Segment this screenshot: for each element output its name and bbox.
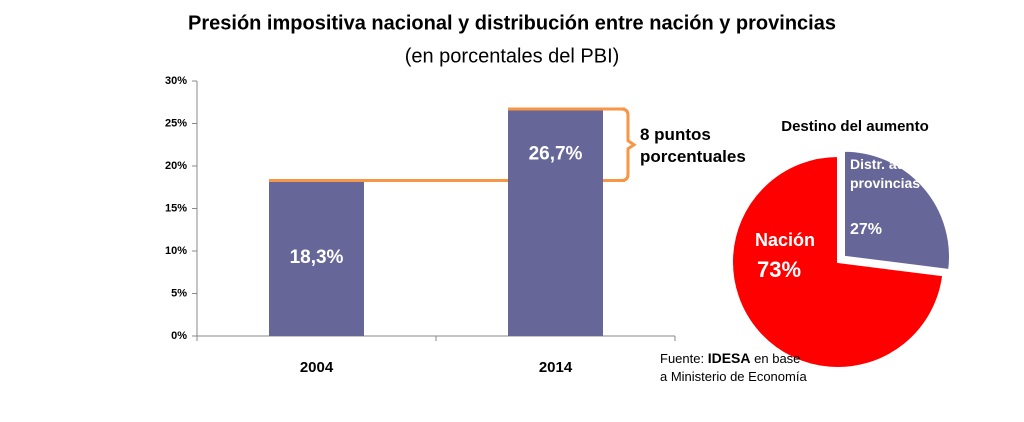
value-label: 26,7% xyxy=(529,143,583,164)
pie-slice xyxy=(843,149,951,272)
y-tick-label: 30% xyxy=(165,75,187,87)
pie-title: Destino del aumento xyxy=(781,118,929,135)
pie-label: Distr. autom. provincias xyxy=(850,156,935,191)
source-prefix: Fuente: xyxy=(660,351,705,366)
bar xyxy=(508,109,603,336)
bracket xyxy=(620,107,637,182)
pie-value-label: 73% xyxy=(757,257,802,282)
source-suffix: en base a Ministerio de Economía xyxy=(660,351,807,384)
annotation: 8 puntos porcentuales xyxy=(640,125,746,166)
chart-subtitle: (en porcentales del PBI) xyxy=(405,45,620,67)
y-tick-label: 15% xyxy=(165,202,187,214)
y-tick-label: 25% xyxy=(165,117,187,129)
y-tick-label: 10% xyxy=(165,245,187,257)
pie-value-label: 27% xyxy=(850,221,883,238)
source: Fuente: IDESA en base a Ministerio de Ec… xyxy=(660,349,810,386)
y-tick-label: 5% xyxy=(171,287,187,299)
source-name: IDESA xyxy=(707,350,751,366)
bar xyxy=(269,180,364,336)
pie-label: Nación xyxy=(755,230,816,250)
y-tick-label: 20% xyxy=(165,160,187,172)
x-tick-label: 2014 xyxy=(539,359,573,376)
chart-title: Presión impositiva nacional y distribuci… xyxy=(188,12,836,34)
x-tick-label: 2004 xyxy=(300,359,334,376)
y-tick-label: 0% xyxy=(171,330,187,342)
pie-slice xyxy=(731,154,945,369)
value-label: 18,3% xyxy=(290,247,344,268)
